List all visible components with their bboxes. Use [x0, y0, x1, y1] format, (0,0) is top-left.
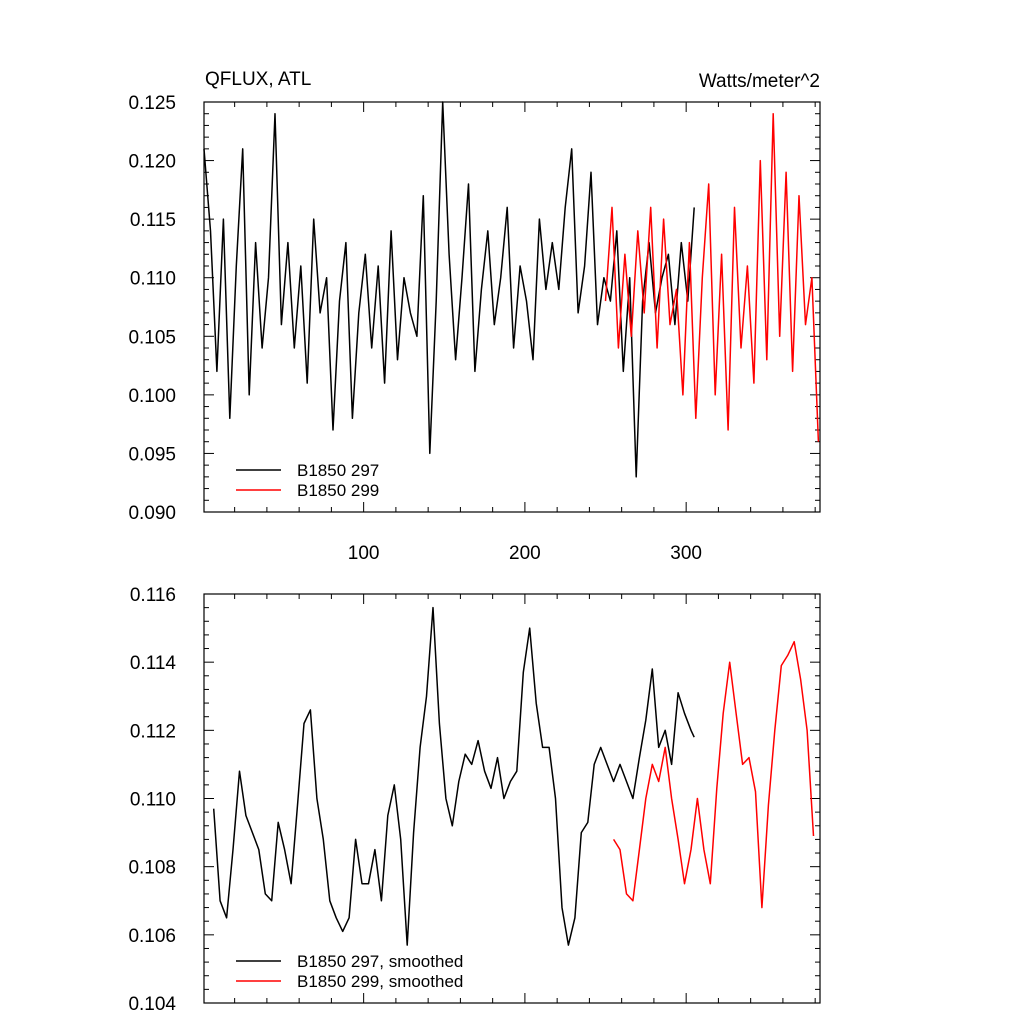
y-tick-label: 0.095 [128, 444, 176, 465]
y-tick-label: 0.114 [130, 653, 177, 674]
plot-frame [203, 101, 821, 513]
series-line-black [203, 101, 695, 478]
units-label: Watts/meter^2 [699, 71, 820, 92]
y-tick-label: 0.116 [130, 585, 176, 606]
chart-title: QFLUX, ATL [205, 69, 311, 90]
series-lines-top [203, 101, 820, 478]
y-tick-label: 0.106 [128, 926, 176, 947]
legend-label: B1850 299, smoothed [297, 972, 463, 991]
series-lines-bottom [212, 606, 815, 946]
x-tick-label: 200 [509, 543, 541, 564]
series-line-black [212, 606, 695, 946]
y-tick-label: 0.112 [130, 721, 176, 742]
y-tick-label: 0.100 [128, 386, 176, 407]
series-line-red [612, 640, 815, 909]
y-tick-label: 0.110 [130, 790, 176, 811]
legend-label: B1850 297 [297, 461, 379, 480]
top-panel: QFLUX, ATL Watts/meter^2 0.090 0.095 0.100… [128, 69, 821, 564]
legend-label: B1850 297, smoothed [297, 952, 463, 971]
series-line-red [604, 112, 820, 442]
x-tick-label: 100 [348, 543, 380, 564]
y-tick-label: 0.108 [128, 858, 176, 879]
axes-top: 0.090 0.095 0.100 0.105 0.110 0.115 0.120 0.125… [128, 93, 821, 564]
x-tick-label: 300 [670, 543, 702, 564]
y-tick-label: 0.115 [130, 210, 176, 231]
y-tick-label: 0.105 [128, 327, 176, 348]
y-tick-label: 0.120 [128, 152, 176, 173]
y-tick-label: 0.125 [128, 93, 176, 114]
y-tick-label: 0.090 [128, 503, 176, 524]
y-tick-label: 0.110 [130, 269, 176, 290]
legend-label: B1850 299 [297, 481, 379, 500]
bottom-panel: 0.104 0.106 0.108 0.110 0.112 0.114 0.116 B185… [128, 585, 821, 1015]
axes-bottom: 0.104 0.106 0.108 0.110 0.112 0.114 0.116 [128, 585, 821, 1015]
y-tick-label: 0.104 [128, 994, 176, 1015]
plot-frame [203, 593, 821, 1004]
